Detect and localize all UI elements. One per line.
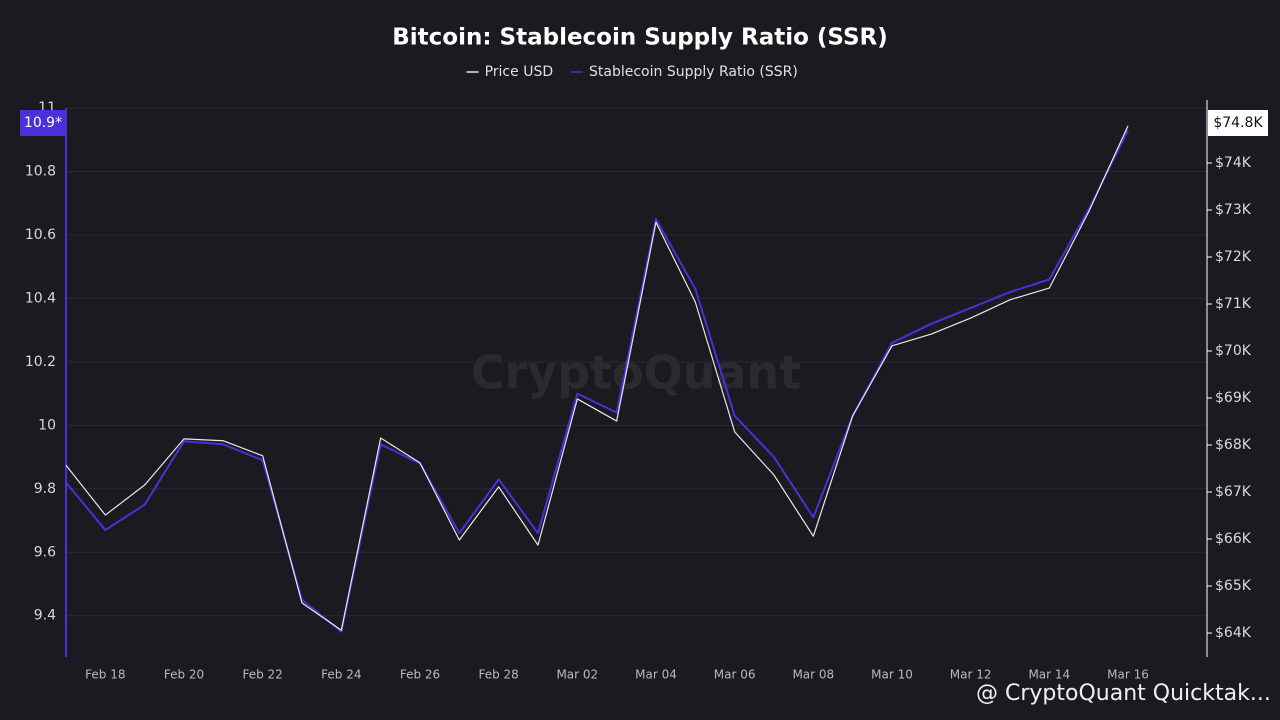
y2-tick-label: $70K: [1215, 343, 1252, 359]
x-tick-label: Mar 08: [792, 668, 834, 682]
y-tick-label: 10.8: [25, 163, 56, 179]
x-tick-label: Mar 02: [556, 668, 598, 682]
legend-label: Price USD: [485, 64, 554, 80]
x-tick-label: Feb 22: [242, 668, 282, 682]
y2-tick-label: $74K: [1215, 155, 1252, 171]
y-tick-label: 9.6: [34, 544, 56, 560]
watermark: CryptoQuant: [471, 346, 802, 400]
y-tick-label: 10.2: [25, 354, 56, 370]
x-tick-label: Mar 10: [871, 668, 913, 682]
y-tick-label: 9.8: [34, 481, 56, 497]
x-tick-label: Mar 14: [1028, 668, 1070, 682]
current-value-badge: [20, 110, 66, 136]
y2-tick-label: $72K: [1215, 249, 1252, 265]
legend: Price USD Stablecoin Supply Ratio (SSR): [466, 64, 798, 80]
y-tick-label: 10: [38, 417, 56, 433]
current-value-badge: [1208, 110, 1268, 136]
x-tick-label: Feb 18: [85, 668, 125, 682]
y-tick-label: 10.6: [25, 227, 56, 243]
x-tick-label: Mar 06: [714, 668, 756, 682]
x-tick-label: Feb 28: [478, 668, 518, 682]
y2-tick-label: $71K: [1215, 296, 1252, 312]
current-value-label: 10.9*: [24, 115, 62, 131]
y2-tick-label: $68K: [1215, 437, 1252, 453]
y-tick-label: 9.4: [34, 608, 56, 624]
y2-tick-label: $64K: [1215, 625, 1252, 641]
x-tick-label: Mar 12: [950, 668, 992, 682]
series-line: [65, 129, 1129, 633]
chart-title: Bitcoin: Stablecoin Supply Ratio (SSR): [392, 25, 888, 51]
x-tick-label: Feb 20: [164, 668, 204, 682]
x-tick-label: Mar 04: [635, 668, 677, 682]
x-tick-label: Feb 24: [321, 668, 361, 682]
y-tick-label: 10.4: [25, 290, 56, 306]
y2-tick-label: $67K: [1215, 484, 1252, 500]
y2-tick-label: $65K: [1215, 578, 1252, 594]
series-line: [65, 125, 1129, 631]
y2-tick-label: $66K: [1215, 531, 1252, 547]
legend-label: Stablecoin Supply Ratio (SSR): [589, 64, 798, 80]
footer-credit: @ CryptoQuant Quicktak...: [976, 681, 1271, 706]
x-tick-label: Mar 16: [1107, 668, 1149, 682]
x-tick-label: Feb 26: [400, 668, 440, 682]
y2-tick-label: $69K: [1215, 390, 1252, 406]
current-value-label: $74.8K: [1213, 115, 1263, 131]
y2-tick-label: $73K: [1215, 202, 1252, 218]
